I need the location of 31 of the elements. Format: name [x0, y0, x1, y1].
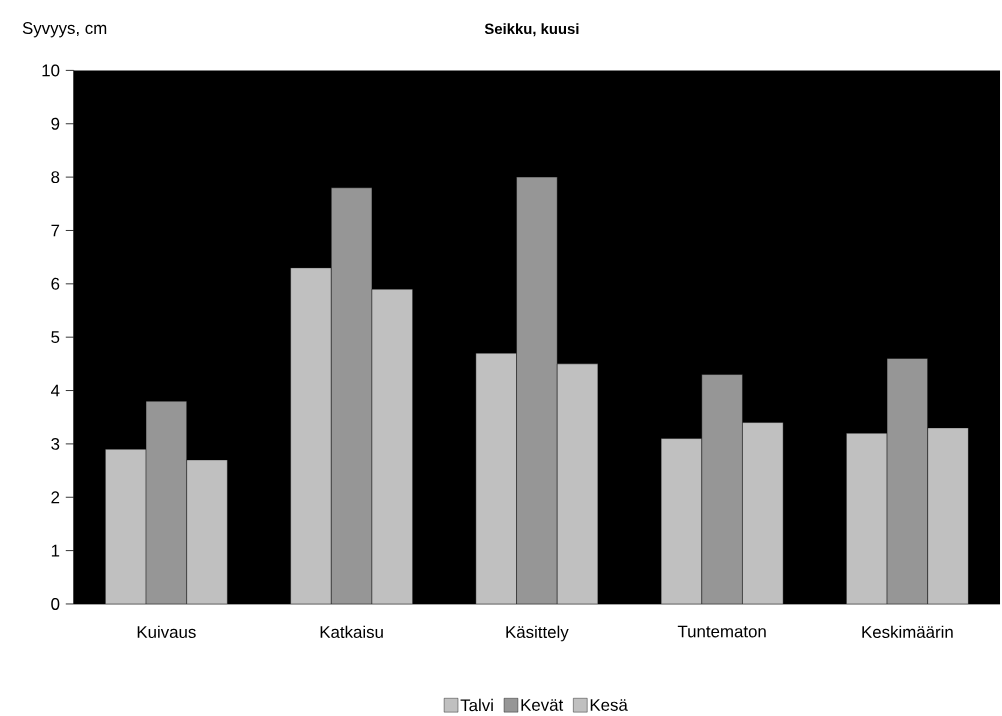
y-tick-label: 5	[51, 331, 60, 344]
y-tick-label: 3	[51, 437, 60, 450]
x-tick-label: Katkaisu	[320, 625, 383, 639]
x-tick-label: Tuntematon	[677, 625, 766, 638]
bar	[105, 449, 147, 604]
y-tick-label: 2	[51, 491, 60, 504]
bar	[475, 352, 517, 604]
y-axis-title: Syvyys, cm	[22, 22, 107, 38]
y-tick-label: 0	[51, 597, 60, 610]
bar	[516, 176, 558, 604]
legend-label: Kesä	[590, 699, 628, 711]
y-tick-label: 10	[42, 64, 60, 77]
y-tick-label: 7	[51, 224, 60, 237]
bar	[886, 358, 928, 604]
y-tick-label: 4	[50, 384, 60, 397]
chart-title: Seikku, kuusi	[484, 23, 579, 37]
bar	[846, 433, 888, 604]
legend-label: Kevät	[521, 699, 564, 711]
x-tick-label: Kuivaus	[137, 625, 196, 639]
x-tick-label: Käsittely	[506, 625, 569, 642]
bar	[660, 438, 702, 604]
x-tick-label: Keskimäärin	[862, 625, 953, 639]
bar	[145, 401, 187, 604]
bar	[331, 187, 373, 604]
y-tick-label: 1	[51, 544, 60, 557]
y-tick-label: 9	[51, 117, 60, 130]
bar	[701, 374, 743, 604]
y-tick-label: 6	[51, 277, 60, 290]
bar	[290, 267, 332, 604]
y-tick-label: 8	[51, 171, 60, 184]
legend-label: Talvi	[460, 698, 493, 712]
